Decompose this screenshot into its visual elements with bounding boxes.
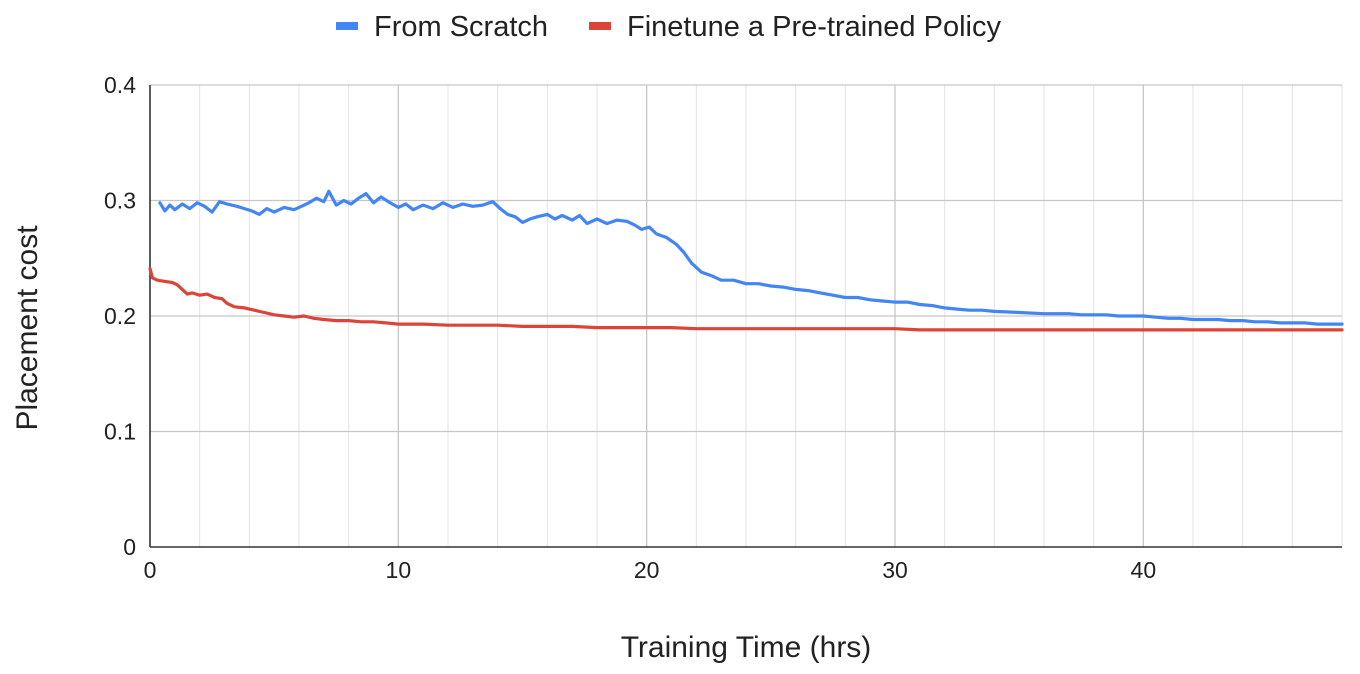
y-axis-title: Placement cost (11, 225, 44, 431)
series-line-finetune (148, 267, 1344, 332)
y-tick-label: 0.3 (104, 188, 136, 214)
y-tick-label: 0.4 (104, 72, 136, 98)
y-tick-label: 0.2 (104, 303, 136, 329)
series-layer (148, 189, 1344, 332)
series-line-from-scratch (158, 189, 1344, 326)
x-tick-label: 0 (144, 557, 157, 583)
axes (149, 85, 1342, 548)
x-tick-labels: 0 10 20 30 40 (144, 557, 1157, 583)
legend-label: Finetune a Pre-trained Policy (627, 11, 1001, 43)
x-tick-label: 30 (882, 557, 908, 583)
gridlines (150, 84, 1343, 547)
x-tick-label: 40 (1131, 557, 1157, 583)
legend-swatch (589, 22, 611, 30)
y-tick-labels: 0 0.1 0.2 0.3 0.4 (104, 72, 136, 560)
legend: From Scratch Finetune a Pre-trained Polic… (336, 11, 1001, 43)
x-tick-label: 20 (634, 557, 660, 583)
y-tick-label: 0.1 (104, 419, 136, 445)
legend-swatch (336, 22, 358, 30)
y-tick-label: 0 (123, 534, 136, 560)
x-axis-title: Training Time (hrs) (621, 631, 872, 664)
legend-label: From Scratch (374, 11, 548, 43)
x-tick-label: 10 (386, 557, 412, 583)
